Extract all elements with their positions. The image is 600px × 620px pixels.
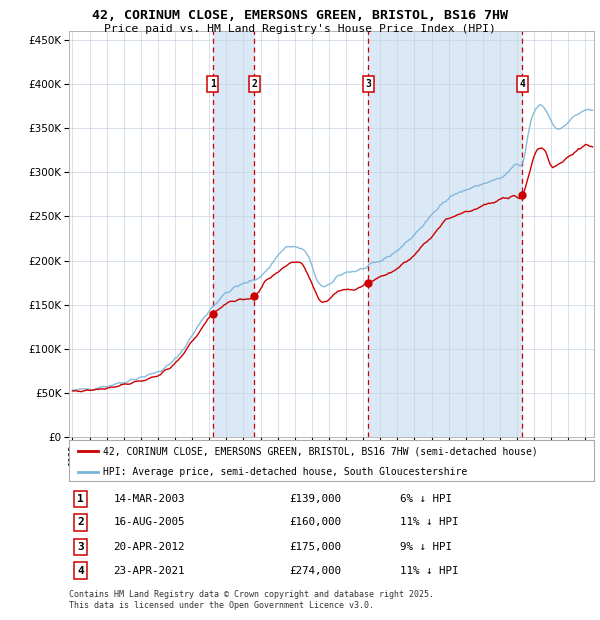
Text: 20-APR-2012: 20-APR-2012 xyxy=(113,542,185,552)
Text: 3: 3 xyxy=(77,542,84,552)
Text: 4: 4 xyxy=(519,79,525,89)
Text: 1: 1 xyxy=(210,79,215,89)
Text: 2: 2 xyxy=(251,79,257,89)
Text: 42, CORINUM CLOSE, EMERSONS GREEN, BRISTOL, BS16 7HW (semi-detached house): 42, CORINUM CLOSE, EMERSONS GREEN, BRIST… xyxy=(103,446,538,456)
Text: 4: 4 xyxy=(77,565,84,575)
Text: 3: 3 xyxy=(365,79,371,89)
Text: 16-AUG-2005: 16-AUG-2005 xyxy=(113,518,185,528)
Bar xyxy=(212,31,254,437)
Text: £139,000: £139,000 xyxy=(290,494,341,504)
Text: £175,000: £175,000 xyxy=(290,542,341,552)
Text: 23-APR-2021: 23-APR-2021 xyxy=(113,565,185,575)
Text: 2: 2 xyxy=(77,518,84,528)
Text: 14-MAR-2003: 14-MAR-2003 xyxy=(113,494,185,504)
Bar xyxy=(368,31,522,437)
Text: 9% ↓ HPI: 9% ↓ HPI xyxy=(400,542,452,552)
Text: £274,000: £274,000 xyxy=(290,565,341,575)
Text: 11% ↓ HPI: 11% ↓ HPI xyxy=(400,518,458,528)
Text: 11% ↓ HPI: 11% ↓ HPI xyxy=(400,565,458,575)
Text: 1: 1 xyxy=(77,494,84,504)
Text: 42, CORINUM CLOSE, EMERSONS GREEN, BRISTOL, BS16 7HW: 42, CORINUM CLOSE, EMERSONS GREEN, BRIST… xyxy=(92,9,508,22)
Text: Contains HM Land Registry data © Crown copyright and database right 2025.
This d: Contains HM Land Registry data © Crown c… xyxy=(69,590,434,609)
Text: 6% ↓ HPI: 6% ↓ HPI xyxy=(400,494,452,504)
Text: HPI: Average price, semi-detached house, South Gloucestershire: HPI: Average price, semi-detached house,… xyxy=(103,467,467,477)
Text: Price paid vs. HM Land Registry's House Price Index (HPI): Price paid vs. HM Land Registry's House … xyxy=(104,24,496,33)
Text: £160,000: £160,000 xyxy=(290,518,341,528)
